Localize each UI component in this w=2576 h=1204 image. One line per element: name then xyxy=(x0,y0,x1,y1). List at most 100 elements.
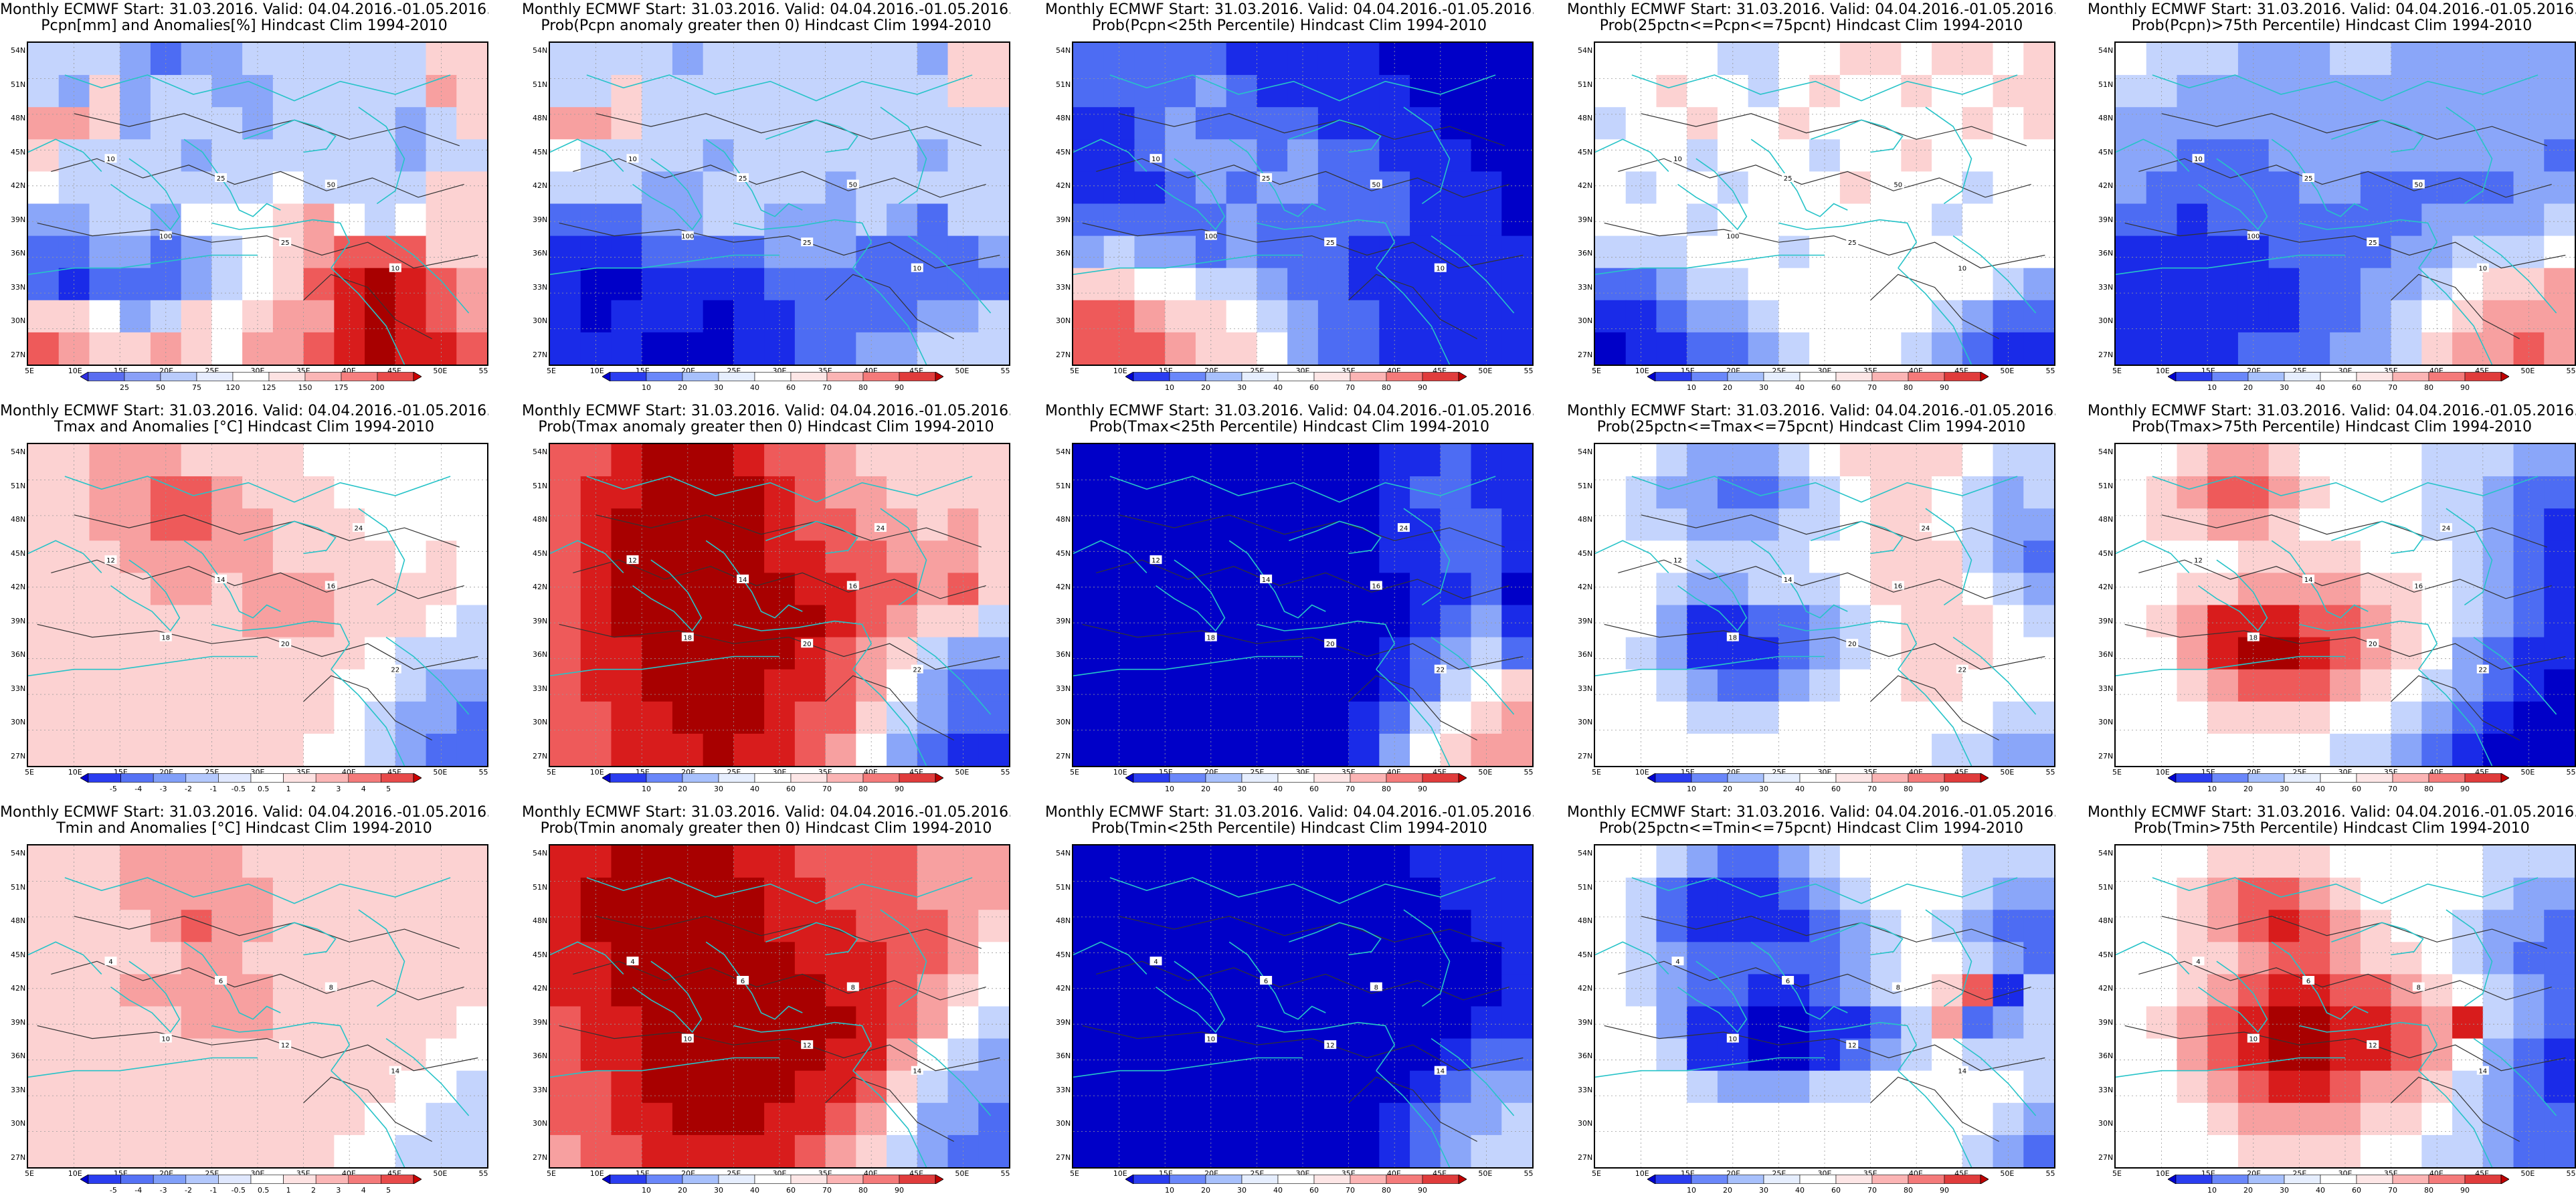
colorbar-swatch xyxy=(1313,372,1351,381)
isoline xyxy=(37,623,478,670)
field-cell xyxy=(2299,476,2330,509)
isoline xyxy=(303,274,432,340)
field-cell xyxy=(211,43,243,76)
field-cell xyxy=(1932,942,1963,975)
field-cell xyxy=(642,942,673,975)
field-cell xyxy=(887,1134,918,1167)
isoline xyxy=(51,559,464,599)
field-cell xyxy=(89,444,120,477)
colorbar-label: 30 xyxy=(1237,785,1247,793)
svg-text:10: 10 xyxy=(628,156,637,163)
panel-title-line2: Prob(Tmin>75th Percentile) Hindcast Clim… xyxy=(2134,820,2530,837)
field-cell xyxy=(703,669,734,702)
field-cell xyxy=(395,878,427,910)
field-cell xyxy=(272,444,304,477)
field-cell xyxy=(303,1102,335,1136)
colorbar-label: 20 xyxy=(1723,785,1732,793)
field-cell xyxy=(395,444,427,477)
field-cell xyxy=(456,573,487,606)
lat-tick-label: 45N xyxy=(1056,147,1071,157)
colorbar xyxy=(1125,372,1467,381)
field-cell xyxy=(456,669,487,702)
field-cell xyxy=(2299,669,2330,702)
colorbar-swatch xyxy=(1277,773,1315,783)
field-cell xyxy=(120,139,151,172)
field-cell xyxy=(1870,43,1902,76)
field-cell xyxy=(2391,1134,2422,1167)
colorbar-label: -4 xyxy=(134,1186,143,1195)
field-cell xyxy=(1595,540,1627,573)
colorbar-label: 80 xyxy=(1382,383,1391,392)
svg-text:12: 12 xyxy=(1152,557,1160,565)
field-cell xyxy=(825,1102,856,1136)
field-cell xyxy=(978,171,1009,205)
field-cell xyxy=(1962,235,1994,269)
field-cell xyxy=(703,203,734,237)
field-cell xyxy=(1257,910,1288,942)
field-cell xyxy=(1410,139,1441,172)
isoline-label: 24 xyxy=(2440,523,2452,532)
field-cell xyxy=(2482,845,2514,878)
field-cell xyxy=(1410,1134,1441,1167)
field-cell xyxy=(1165,75,1196,108)
isoline xyxy=(1870,1076,1999,1142)
field-cell xyxy=(1317,942,1350,975)
field-cell xyxy=(978,476,1009,509)
colorbar-label: 2 xyxy=(310,1186,316,1195)
field-cell xyxy=(395,235,427,269)
isoline xyxy=(1119,916,1505,949)
colorbar-swatch xyxy=(1125,773,1134,783)
isoline-label: 4 xyxy=(626,957,639,966)
colorbar xyxy=(1647,1175,1989,1184)
field-cell xyxy=(1595,701,1627,734)
isoline xyxy=(825,675,954,741)
isoline-label: 10 xyxy=(1204,1033,1217,1043)
field-cell xyxy=(917,974,949,1007)
colorbar-label: 5 xyxy=(386,785,391,793)
isoline-label: 25 xyxy=(1782,173,1795,183)
field-cell xyxy=(1165,139,1196,172)
field-cell xyxy=(917,203,949,237)
coastline xyxy=(550,1057,779,1078)
field-cell xyxy=(2452,1038,2484,1072)
field-cell xyxy=(1595,1134,1627,1167)
field-cell xyxy=(120,974,151,1007)
field-cell xyxy=(120,235,151,269)
field-cell xyxy=(1257,203,1288,237)
field-cell xyxy=(2299,268,2330,301)
field-cell xyxy=(120,444,151,477)
field-cell xyxy=(2360,540,2392,573)
svg-text:20: 20 xyxy=(1848,641,1857,648)
field-cell xyxy=(28,235,60,269)
lat-tick-label: 54N xyxy=(1578,46,1593,55)
field-cell xyxy=(303,733,335,766)
colorbar-label: 20 xyxy=(1201,1186,1210,1195)
field-cell xyxy=(1410,1070,1441,1104)
field-cell xyxy=(2360,444,2392,477)
field-cell xyxy=(2023,701,2054,734)
lat-tick-label: 27N xyxy=(11,752,26,761)
field-cell xyxy=(272,942,304,975)
field-cell xyxy=(703,845,734,878)
isoline xyxy=(1348,675,1477,741)
field-cell xyxy=(1440,235,1472,269)
field-cell xyxy=(1440,508,1472,541)
field-cell xyxy=(2177,203,2208,237)
field-cell xyxy=(2023,268,2054,301)
colorbar-swatch xyxy=(153,1175,187,1184)
field-cell xyxy=(120,910,151,942)
field-cell xyxy=(2299,1006,2330,1039)
field-cell xyxy=(2268,942,2300,975)
lat-tick-label: 51N xyxy=(1056,481,1071,490)
field-cell xyxy=(1440,268,1472,301)
field-cell xyxy=(2116,107,2147,140)
field-cell xyxy=(2391,43,2422,76)
field-cell xyxy=(1778,75,1810,108)
field-cell xyxy=(1134,637,1166,670)
forecast-panel: Monthly ECMWF Start: 31.03.2016. Valid: … xyxy=(1045,401,1534,803)
field-cell xyxy=(1165,43,1196,76)
forecast-panel: Monthly ECMWF Start: 31.03.2016. Valid: … xyxy=(2088,0,2576,401)
field-cell xyxy=(272,733,304,766)
field-cell xyxy=(1134,1134,1166,1167)
isoline-label: 12 xyxy=(2367,1040,2379,1049)
